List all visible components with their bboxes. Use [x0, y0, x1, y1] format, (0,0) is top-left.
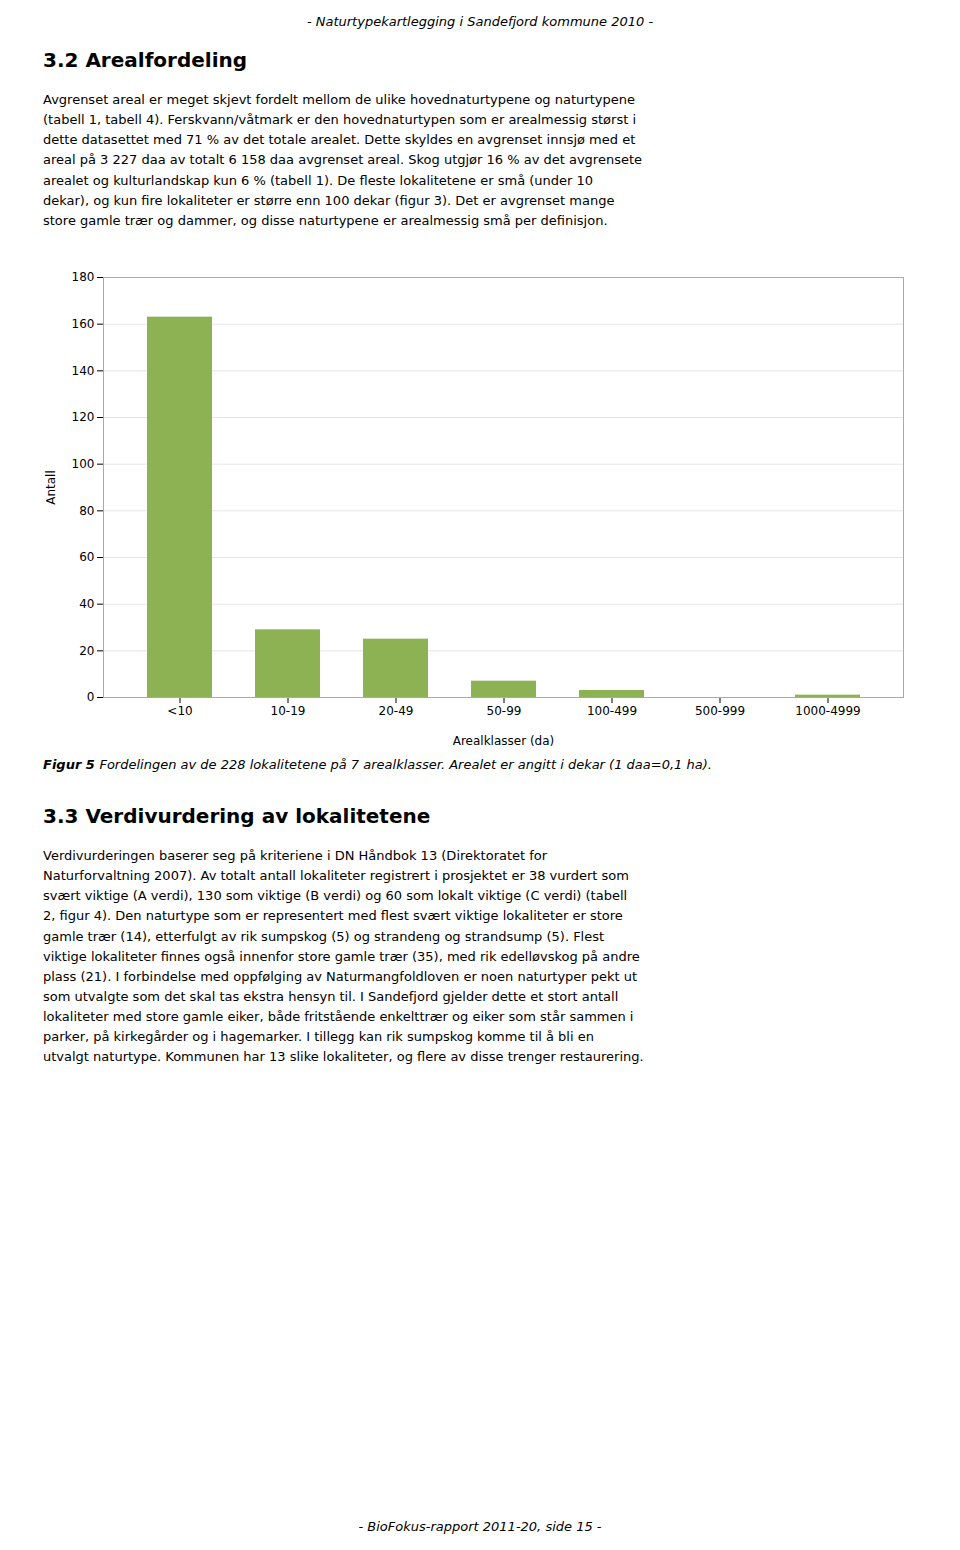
- svg-text:140: 140: [72, 364, 95, 378]
- svg-text:0: 0: [87, 690, 95, 704]
- svg-text:120: 120: [72, 410, 95, 424]
- svg-text:100: 100: [72, 457, 95, 471]
- svg-text:100-499: 100-499: [587, 704, 637, 718]
- svg-text:50-99: 50-99: [487, 704, 522, 718]
- svg-text:80: 80: [79, 504, 94, 518]
- svg-text:60: 60: [79, 550, 94, 564]
- html-text:- BioFokus-rapport 2011-20, si: - BioFokus-rapport 2011-20, side 15 -: [358, 1519, 602, 1534]
- svg-text:160: 160: [72, 317, 95, 331]
- html-text:3.3 Verdivurdering av lokalite: 3.3 Verdivurdering av lokalitetene: [43, 804, 431, 828]
- svg-text:10-19: 10-19: [271, 704, 306, 718]
- svg-text:1000-4999: 1000-4999: [795, 704, 860, 718]
- svg-text:180: 180: [72, 270, 95, 284]
- svg-text:40: 40: [79, 597, 94, 611]
- svg-text:Arealklasser (da): Arealklasser (da): [453, 733, 555, 747]
- svg-text:500-999: 500-999: [695, 704, 745, 718]
- html-text:3.2 Arealfordeling: 3.2 Arealfordeling: [43, 48, 248, 72]
- svg-text:20-49: 20-49: [379, 704, 414, 718]
- html-text:- Naturtypekartlegging i Sande: - Naturtypekartlegging i Sandefjord komm…: [306, 14, 654, 29]
- html-text:Figur 5 Fordelingen av de 228: Figur 5 Fordelingen av de 228 lokalitete…: [43, 757, 712, 772]
- html-text:Avgrenset areal er meget skjev: Avgrenset areal er meget skjevt fordelt …: [43, 92, 642, 228]
- svg-text:20: 20: [79, 644, 94, 658]
- svg-text:Antall: Antall: [44, 470, 58, 505]
- html-text:Verdivurderingen baserer seg p: Verdivurderingen baserer seg på kriterie…: [43, 848, 644, 1065]
- svg-text:<10: <10: [167, 704, 192, 718]
